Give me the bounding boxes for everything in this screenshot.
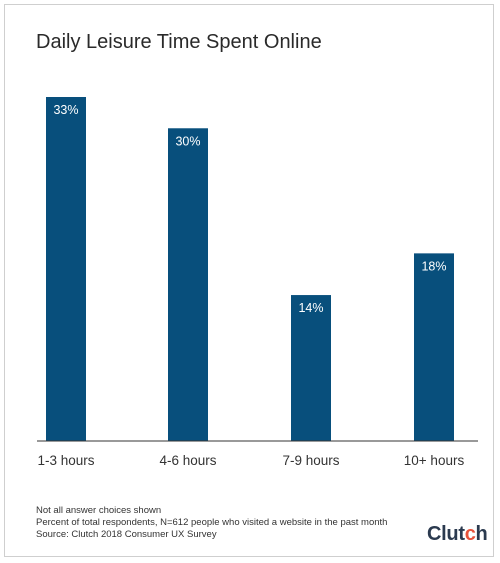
bar-value-label-1: 33% [53, 103, 78, 117]
footnote-choices: Not all answer choices shown [36, 505, 162, 516]
bar-value-label-3: 14% [298, 301, 323, 315]
bar-2 [168, 128, 208, 442]
bar-3 [291, 295, 331, 441]
x-tick-labels: 1-3 hours 4-6 hours 7-9 hours 10+ hours [37, 453, 464, 468]
bar-1 [46, 97, 86, 441]
x-tick-label-1: 1-3 hours [37, 453, 94, 468]
bar-value-label-2: 30% [175, 134, 200, 148]
x-tick-label-3: 7-9 hours [282, 453, 339, 468]
logo-accent-letter: c [464, 523, 476, 545]
logo-text-start: Clut [427, 523, 465, 545]
bar-4 [414, 253, 454, 441]
footnote-source: Source: Clutch 2018 Consumer UX Survey [36, 529, 217, 540]
chart-title: Daily Leisure Time Spent Online [36, 31, 322, 53]
x-tick-label-2: 4-6 hours [159, 453, 216, 468]
bar-value-label-4: 18% [421, 259, 446, 273]
x-tick-label-4: 10+ hours [404, 453, 465, 468]
logo-text-end: h [475, 523, 488, 545]
bars-group: 33% 30% 14% 18% [46, 97, 454, 442]
footnote-respondents: Percent of total respondents, N=612 peop… [36, 517, 388, 528]
footnotes: Not all answer choices shown Percent of … [36, 505, 387, 541]
clutch-logo: Clutch [427, 523, 488, 546]
